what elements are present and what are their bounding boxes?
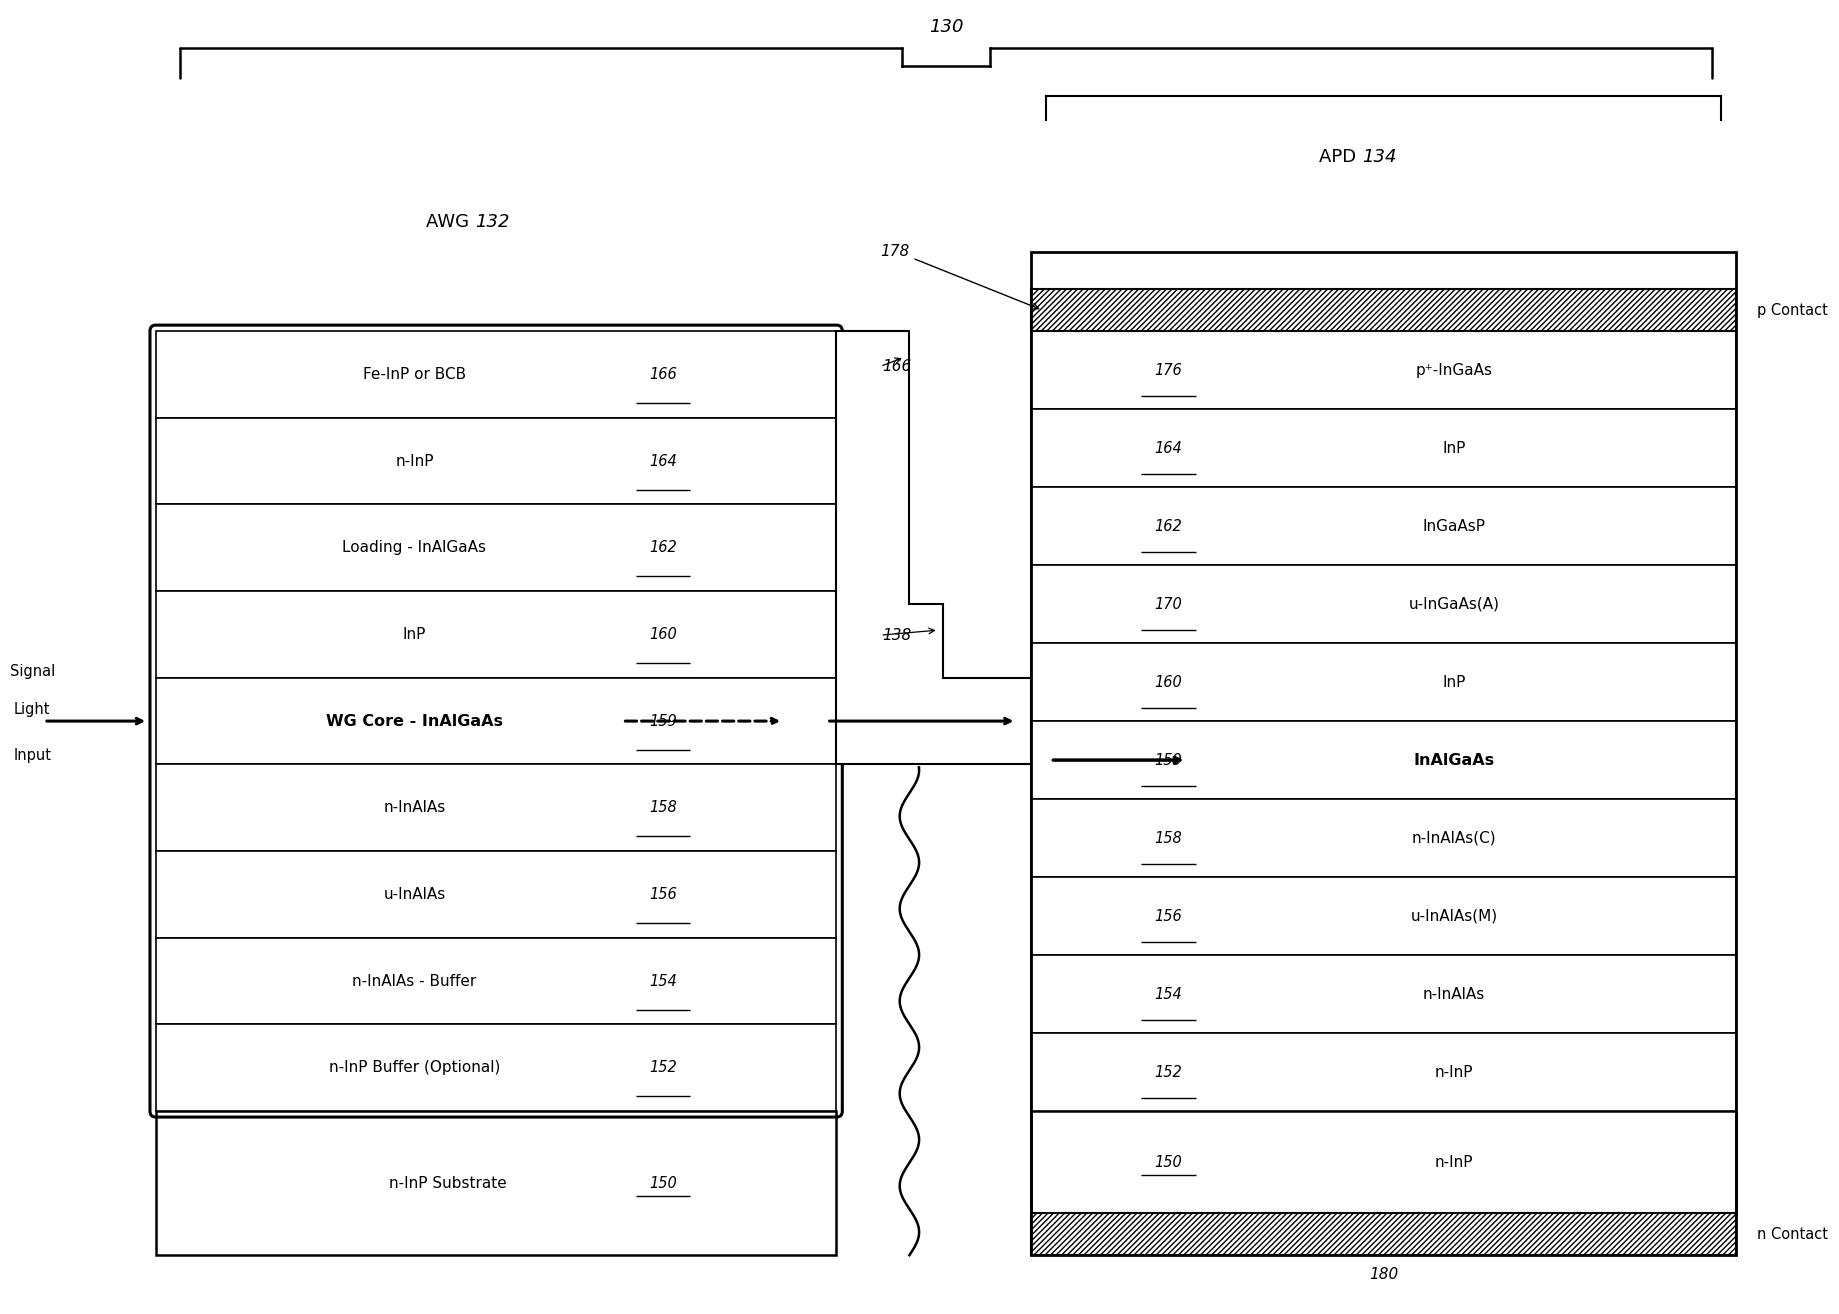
Text: 162: 162	[649, 540, 677, 556]
Bar	[1030, 409, 1734, 487]
Bar	[1030, 331, 1734, 409]
Bar	[156, 505, 837, 591]
Text: u-InAlAs: u-InAlAs	[383, 887, 445, 901]
Text: 154: 154	[1153, 987, 1182, 1001]
Text: InGaAsP: InGaAsP	[1422, 519, 1484, 533]
Bar	[1030, 799, 1734, 878]
Text: InP: InP	[1442, 440, 1466, 456]
Text: 134: 134	[1361, 148, 1396, 166]
Text: 159: 159	[1153, 753, 1182, 767]
Bar	[1030, 1112, 1734, 1213]
Bar	[156, 765, 837, 851]
Text: Light: Light	[15, 702, 50, 717]
Text: 152: 152	[649, 1060, 677, 1075]
Text: Input: Input	[13, 748, 51, 763]
Text: 156: 156	[649, 887, 677, 901]
Text: 160: 160	[1153, 674, 1182, 690]
Text: p⁺-InGaAs: p⁺-InGaAs	[1414, 363, 1491, 377]
Text: 150: 150	[1153, 1155, 1182, 1169]
Text: 166: 166	[881, 359, 910, 374]
Bar	[1030, 1213, 1734, 1255]
Text: 158: 158	[1153, 830, 1182, 846]
Bar	[156, 938, 837, 1025]
Text: 166: 166	[649, 367, 677, 382]
Text: 178: 178	[879, 243, 1037, 309]
Bar	[156, 418, 837, 505]
Text: 164: 164	[649, 453, 677, 469]
Bar	[156, 331, 837, 418]
Text: 152: 152	[1153, 1064, 1182, 1080]
Bar	[156, 591, 837, 678]
Text: 132: 132	[474, 213, 509, 231]
Text: InAlGaAs: InAlGaAs	[1412, 753, 1493, 767]
Text: 158: 158	[649, 800, 677, 815]
Text: Loading - InAlGaAs: Loading - InAlGaAs	[342, 540, 485, 556]
Text: u-InGaAs(A): u-InGaAs(A)	[1407, 597, 1499, 611]
Text: n-InP: n-InP	[1434, 1155, 1473, 1169]
Text: APD: APD	[1319, 148, 1361, 166]
Text: 160: 160	[649, 627, 677, 643]
Bar	[1030, 643, 1734, 721]
Text: p Contact: p Contact	[1756, 302, 1828, 318]
Text: 150: 150	[649, 1176, 677, 1190]
Text: 162: 162	[1153, 519, 1182, 533]
Bar	[156, 1025, 837, 1112]
Text: n-InP: n-InP	[1434, 1064, 1473, 1080]
Text: 138: 138	[881, 628, 910, 643]
Bar	[1030, 878, 1734, 955]
Bar	[156, 1112, 837, 1255]
Text: InP: InP	[403, 627, 427, 643]
Text: 180: 180	[1368, 1267, 1398, 1282]
Text: 176: 176	[1153, 363, 1182, 377]
Text: 170: 170	[1153, 597, 1182, 611]
Polygon shape	[837, 331, 1030, 765]
Text: n-InAlAs - Buffer: n-InAlAs - Buffer	[351, 974, 476, 988]
Text: 130: 130	[929, 18, 962, 35]
Bar	[1030, 487, 1734, 565]
Text: 164: 164	[1153, 440, 1182, 456]
Bar	[1030, 955, 1734, 1033]
Text: n-InAlAs: n-InAlAs	[1422, 987, 1484, 1001]
Text: n-InP Buffer (Optional): n-InP Buffer (Optional)	[329, 1060, 500, 1075]
Text: 159: 159	[649, 714, 677, 728]
Text: n-InP Substrate: n-InP Substrate	[388, 1176, 506, 1190]
Text: InP: InP	[1442, 674, 1466, 690]
Text: AWG: AWG	[427, 213, 474, 231]
Text: n Contact: n Contact	[1756, 1227, 1828, 1242]
Text: u-InAlAs(M): u-InAlAs(M)	[1411, 908, 1497, 924]
Text: n-InAlAs(C): n-InAlAs(C)	[1411, 830, 1495, 846]
Bar	[1030, 721, 1734, 799]
Text: 154: 154	[649, 974, 677, 988]
Text: 156: 156	[1153, 908, 1182, 924]
Bar	[1030, 1033, 1734, 1112]
Bar	[1030, 565, 1734, 643]
Bar	[156, 851, 837, 938]
Bar	[156, 678, 837, 765]
Text: n-InAlAs: n-InAlAs	[383, 800, 445, 815]
Bar	[1030, 251, 1734, 1255]
Text: WG Core - InAlGaAs: WG Core - InAlGaAs	[326, 714, 502, 728]
Text: Fe-InP or BCB: Fe-InP or BCB	[362, 367, 465, 382]
Text: n-InP: n-InP	[395, 453, 434, 469]
Text: Signal: Signal	[9, 665, 55, 679]
Bar	[1030, 289, 1734, 331]
